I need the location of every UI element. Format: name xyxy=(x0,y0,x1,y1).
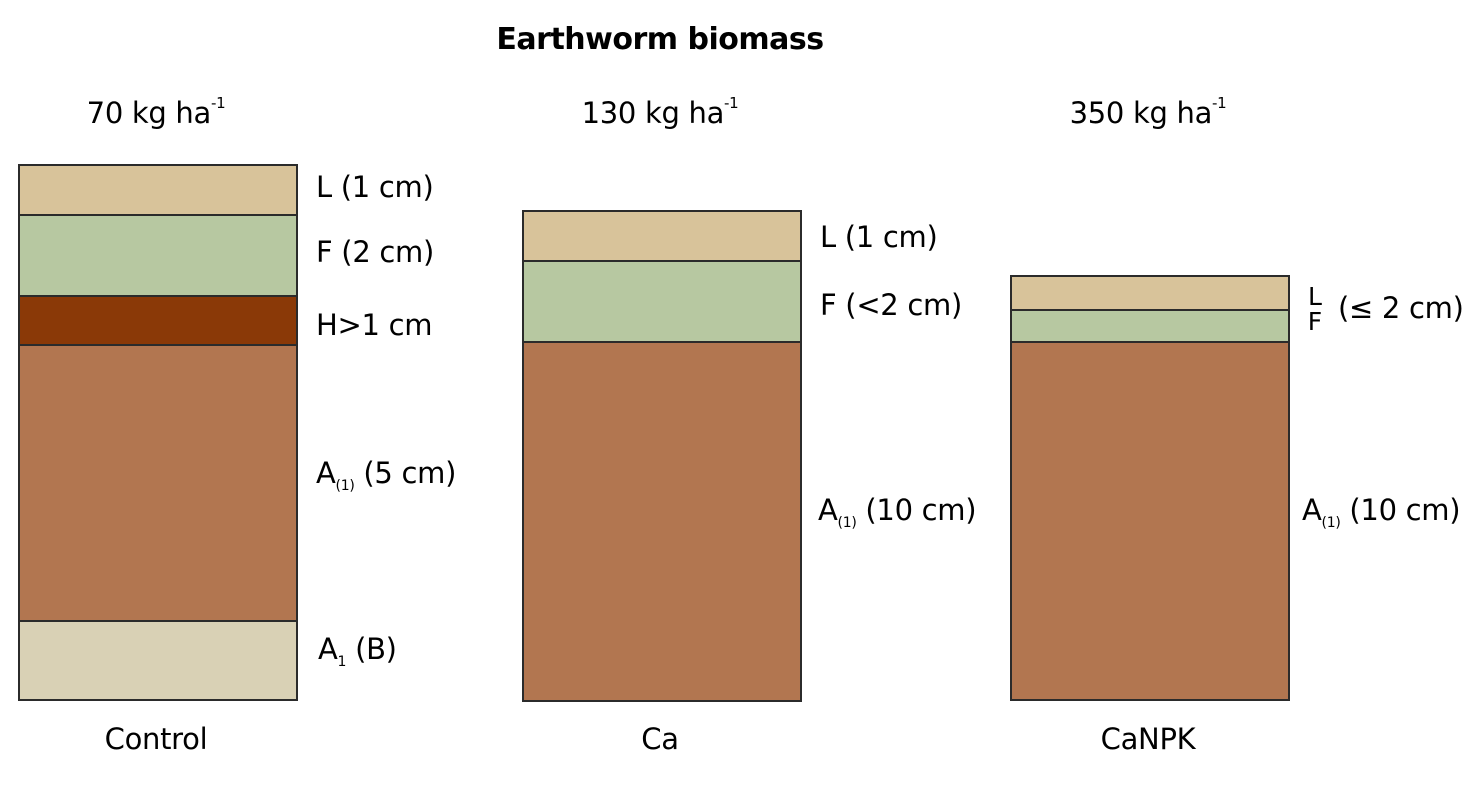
label-f: F xyxy=(1307,307,1323,336)
label-lf-stack: L F xyxy=(1304,284,1326,334)
label-h: H>1 cm xyxy=(316,308,433,342)
layer-a1-horizon xyxy=(524,343,800,700)
layer-l xyxy=(524,212,800,262)
treatment-ca: Ca xyxy=(641,722,679,756)
label-a-main: A xyxy=(1302,493,1322,527)
label-a1-horizon: A(1) (10 cm) xyxy=(1302,493,1461,531)
biomass-value: 350 kg ha xyxy=(1069,96,1213,130)
label-a-rest: (5 cm) xyxy=(354,456,457,490)
layer-f xyxy=(1012,311,1288,343)
label-a-sub: (1) xyxy=(335,477,355,494)
layer-l xyxy=(1012,277,1288,311)
label-a1-horizon: A(1) (5 cm) xyxy=(316,456,456,494)
layer-a1-b xyxy=(20,622,296,699)
treatment-canpk: CaNPK xyxy=(1100,722,1196,756)
label-a-main: A xyxy=(316,456,336,490)
label-a-sub: (1) xyxy=(1321,514,1341,531)
layer-f xyxy=(524,262,800,343)
label-b-sub: 1 xyxy=(337,653,347,670)
soil-column-control xyxy=(18,164,298,701)
label-b-rest: (B) xyxy=(346,632,397,666)
biomass-value: 70 kg ha xyxy=(86,96,212,130)
label-lf-depth: (≤ 2 cm) xyxy=(1338,291,1464,325)
biomass-exponent: -1 xyxy=(724,94,739,113)
label-l: L (1 cm) xyxy=(820,220,938,254)
label-l: L (1 cm) xyxy=(316,170,434,204)
biomass-control: 70 kg ha-1 xyxy=(6,94,306,130)
biomass-canpk: 350 kg ha-1 xyxy=(998,94,1298,130)
soil-column-ca xyxy=(522,210,802,702)
soil-column-canpk xyxy=(1010,275,1290,701)
layer-h xyxy=(20,297,296,346)
layer-f xyxy=(20,216,296,297)
layer-a1-horizon xyxy=(20,346,296,622)
label-a1-horizon: A(1) (10 cm) xyxy=(818,493,977,531)
layer-l xyxy=(20,166,296,216)
label-b-main: A xyxy=(318,632,338,666)
biomass-value: 130 kg ha xyxy=(581,96,725,130)
label-f: F (<2 cm) xyxy=(820,288,962,322)
biomass-exponent: -1 xyxy=(210,94,226,113)
label-a-rest: (10 cm) xyxy=(1340,493,1461,527)
label-a-rest: (10 cm) xyxy=(856,493,977,527)
treatment-control: Control xyxy=(104,722,208,756)
label-a-main: A xyxy=(818,493,838,527)
biomass-ca: 130 kg ha-1 xyxy=(510,94,810,130)
layer-a1-horizon xyxy=(1012,343,1288,699)
label-l: L xyxy=(1308,282,1322,311)
label-a1-b: A1 (B) xyxy=(318,632,397,670)
chart-title: Earthworm biomass xyxy=(496,22,824,57)
label-f: F (2 cm) xyxy=(316,235,434,269)
label-a-sub: (1) xyxy=(837,514,857,531)
biomass-exponent: -1 xyxy=(1212,94,1227,113)
